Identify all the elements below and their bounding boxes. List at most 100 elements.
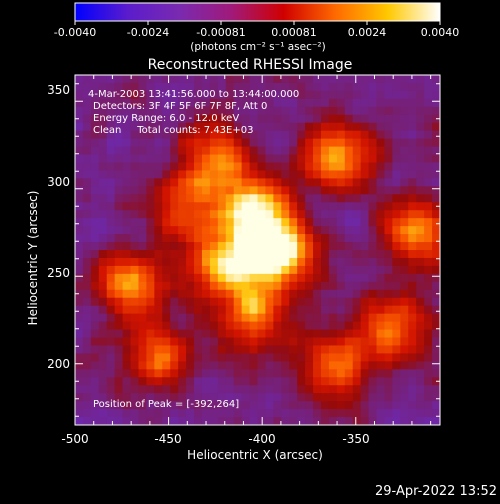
image-pixel [130, 337, 140, 347]
image-pixel [281, 194, 290, 203]
image-pixel [82, 417, 92, 425]
image-pixel [98, 154, 108, 164]
image-pixel [90, 162, 100, 172]
image-pixel [424, 329, 433, 339]
image-pixel [146, 146, 155, 156]
image-pixel [162, 345, 171, 354]
image-pixel [130, 186, 140, 195]
image-pixel [400, 210, 409, 219]
image-pixel [106, 273, 116, 283]
image-pixel [209, 90, 219, 100]
image-pixel [154, 202, 163, 211]
image-pixel [249, 250, 259, 259]
image-pixel [320, 146, 330, 156]
image-pixel [336, 194, 346, 203]
image-pixel [360, 114, 370, 124]
image-pixel [178, 361, 187, 370]
image-pixel [209, 154, 219, 164]
image-pixel [336, 273, 346, 283]
image-pixel [217, 114, 227, 124]
image-pixel [392, 178, 401, 187]
image-pixel [328, 178, 338, 187]
image-pixel [265, 242, 274, 251]
image-pixel [376, 257, 386, 267]
image-pixel [352, 417, 362, 425]
image-pixel [146, 90, 155, 100]
image-pixel [305, 226, 314, 235]
image-pixel [305, 178, 314, 187]
image-pixel [281, 106, 290, 116]
image-pixel [432, 409, 440, 418]
image-pixel [257, 114, 267, 124]
image-pixel [424, 242, 433, 251]
image-pixel [178, 289, 187, 299]
image-pixel [186, 273, 195, 283]
image-pixel [432, 401, 440, 410]
image-pixel [344, 162, 354, 172]
image-pixel [297, 313, 306, 323]
image-pixel [241, 361, 251, 370]
image-pixel [328, 122, 338, 132]
image-pixel [154, 257, 163, 267]
image-pixel [130, 361, 140, 370]
image-pixel [400, 257, 409, 267]
image-pixel [98, 273, 108, 283]
image-pixel [368, 226, 378, 235]
y-tick-label-2: 250 [47, 266, 70, 280]
image-pixel [352, 98, 362, 108]
image-pixel [257, 130, 267, 140]
image-pixel [344, 202, 354, 211]
image-pixel [368, 385, 378, 394]
image-pixel [233, 265, 243, 275]
image-pixel [297, 138, 306, 148]
image-pixel [336, 114, 346, 124]
image-pixel [186, 178, 195, 187]
image-pixel [297, 377, 306, 386]
image-pixel [217, 178, 227, 187]
image-pixel [265, 393, 274, 402]
image-pixel [289, 130, 298, 140]
image-pixel [344, 75, 354, 84]
image-pixel [352, 234, 362, 243]
image-pixel [408, 130, 417, 140]
image-pixel [98, 194, 108, 203]
image-pixel [360, 178, 370, 187]
image-pixel [392, 210, 401, 219]
image-pixel [146, 257, 155, 267]
image-pixel [225, 289, 235, 299]
image-pixel [186, 226, 195, 235]
image-pixel [281, 305, 290, 315]
image-pixel [265, 194, 274, 203]
image-pixel [154, 385, 163, 394]
image-pixel [408, 289, 417, 299]
image-pixel [328, 337, 338, 347]
image-pixel [408, 242, 417, 251]
image-pixel [241, 98, 251, 108]
image-pixel [170, 273, 179, 283]
image-pixel [249, 313, 259, 323]
image-pixel [400, 321, 409, 331]
image-pixel [75, 146, 84, 156]
image-pixel [432, 361, 440, 370]
image-pixel [289, 393, 298, 402]
image-pixel [178, 401, 187, 410]
image-pixel [186, 257, 195, 267]
image-pixel [90, 377, 100, 386]
image-pixel [225, 409, 235, 418]
image-pixel [170, 353, 179, 362]
image-pixel [194, 202, 203, 211]
image-pixel [352, 385, 362, 394]
image-pixel [90, 90, 100, 100]
image-pixel [170, 122, 179, 132]
image-pixel [146, 154, 155, 164]
image-pixel [408, 170, 417, 179]
image-pixel [194, 114, 203, 124]
image-pixel [336, 170, 346, 179]
image-pixel [170, 297, 179, 307]
image-pixel [75, 361, 84, 370]
image-pixel [201, 130, 211, 140]
image-pixel [122, 273, 132, 283]
image-pixel [424, 393, 433, 402]
image-pixel [154, 281, 163, 291]
image-pixel [368, 305, 378, 315]
